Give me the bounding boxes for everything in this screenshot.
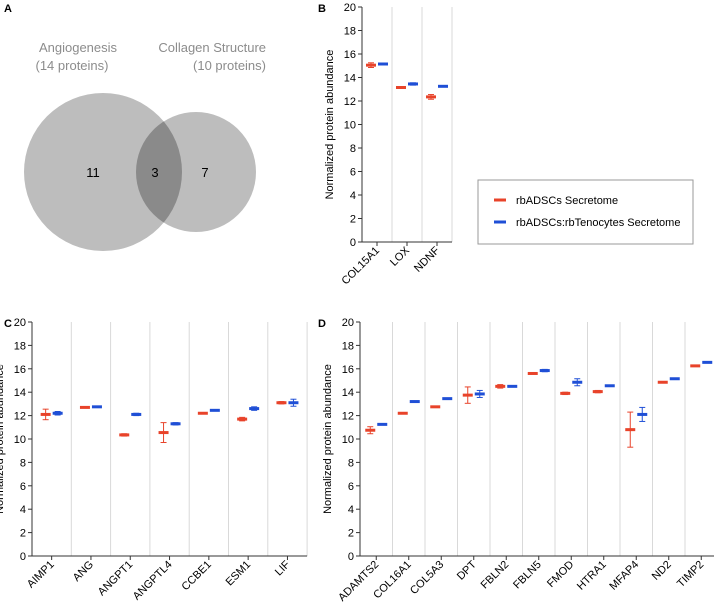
- y-axis-label: Normalized protein abundance: [0, 364, 6, 514]
- y-tick-label: 12: [344, 96, 356, 108]
- y-tick-label: 2: [20, 528, 26, 540]
- venn-overlap-count: 3: [151, 165, 158, 180]
- y-tick-label: 6: [350, 167, 356, 179]
- venn-set2-subtitle: (10 proteins): [193, 58, 266, 73]
- y-tick-label: 12: [14, 411, 26, 423]
- venn-set1-subtitle: (14 proteins): [36, 58, 109, 73]
- venn-diagram: Angiogenesis (14 proteins) Collagen Stru…: [24, 40, 266, 251]
- y-tick-label: 6: [348, 481, 354, 493]
- x-tick-label-lif: LIF: [273, 558, 293, 578]
- x-tick-label-dpt: DPT: [455, 558, 479, 582]
- y-axis-label: Normalized protein abundance: [324, 50, 336, 200]
- x-tick-label-fbln2: FBLN2: [479, 559, 512, 592]
- y-tick-label: 14: [342, 387, 354, 399]
- legend-box: [477, 179, 694, 245]
- y-tick-label: 12: [342, 411, 354, 423]
- venn-overlap: [136, 112, 182, 232]
- chart-panel-c: 0 2 4 6 8 10 12 14 16 18 20 Normalized protein abun…: [0, 317, 308, 603]
- y-tick-label: 6: [20, 481, 26, 493]
- venn-set1-only-count: 11: [86, 165, 100, 180]
- y-tick-label: 8: [20, 457, 26, 469]
- x-tick-label-fbln5: FBLN5: [511, 559, 544, 592]
- y-tick-label: 0: [350, 237, 356, 249]
- y-tick-label: 16: [342, 364, 354, 376]
- x-tick-label-aimp1: AIMP1: [25, 559, 57, 591]
- y-tick-label: 4: [350, 190, 356, 202]
- y-tick-label: 10: [14, 434, 26, 446]
- venn-set2-only-count: 7: [201, 165, 208, 180]
- y-axis-label: Normalized protein abundance: [322, 364, 334, 514]
- y-tick-label: 20: [342, 317, 354, 329]
- panel-label-b: B: [318, 3, 326, 15]
- y-tick-label: 18: [342, 340, 354, 352]
- venn-set2-name: Collagen Structure: [158, 40, 266, 55]
- x-tick-label-angptl4: ANGPTL4: [131, 559, 175, 603]
- x-tick-label-mfap4: MFAP4: [607, 559, 641, 593]
- x-tick-label-ndnf: NDNF: [412, 244, 442, 274]
- y-tick-label: 10: [344, 120, 356, 132]
- x-tick-label-col5a3: COL5A3: [408, 559, 446, 597]
- panel-label-a: A: [4, 3, 12, 15]
- y-tick-label: 18: [14, 340, 26, 352]
- venn-circle-angiogenesis: [24, 93, 182, 251]
- y-tick-label: 2: [348, 528, 354, 540]
- y-tick-label: 14: [344, 73, 356, 85]
- x-tick-label-nd2: ND2: [650, 559, 674, 583]
- y-tick-label: 16: [344, 49, 356, 61]
- x-tick-label-angpt1: ANGPT1: [96, 559, 136, 599]
- panel-label-d: D: [318, 318, 326, 330]
- y-tick-label: 18: [344, 26, 356, 38]
- panel-label-c: C: [4, 318, 12, 330]
- x-tick-label-timp2: TIMP2: [675, 559, 706, 590]
- y-tick-label: 16: [14, 364, 26, 376]
- y-tick-label: 2: [350, 214, 356, 226]
- x-tick-label-ccbe1: CCBE1: [180, 559, 214, 593]
- x-tick-label-col15a1: COL15A1: [339, 245, 382, 288]
- x-tick-label-esm1: ESM1: [224, 559, 254, 589]
- legend-label-series2: rbADSCs:rbTenocytes Secretome: [516, 217, 680, 229]
- x-tick-label-ang: ANG: [71, 559, 96, 584]
- y-tick-label: 20: [344, 2, 356, 14]
- y-tick-label: 0: [20, 551, 26, 563]
- y-tick-label: 10: [342, 434, 354, 446]
- legend-label-series1: rbADSCs Secretome: [516, 195, 618, 207]
- x-tick-label-htra1: HTRA1: [575, 559, 609, 593]
- y-tick-label: 4: [348, 504, 354, 516]
- chart-panel-b: 0 2 4 6 8 10 12 14 16 18 20 Normalized protein abun…: [324, 2, 453, 288]
- venn-set1-name: Angiogenesis: [39, 40, 118, 55]
- y-tick-label: 4: [20, 504, 26, 516]
- chart-panel-d: 0 2 4 6 8 10 12 14 16 18 20 Normalized protein abun…: [322, 317, 714, 604]
- legend: rbADSCs Secretome rbADSCs:rbTenocytes Se…: [477, 179, 694, 245]
- y-tick-label: 8: [350, 143, 356, 155]
- y-tick-label: 8: [348, 457, 354, 469]
- y-tick-label: 14: [14, 387, 26, 399]
- y-tick-label: 20: [14, 317, 26, 329]
- x-tick-label-lox: LOX: [388, 244, 413, 269]
- y-tick-label: 0: [348, 551, 354, 563]
- x-tick-label-fmod: FMOD: [545, 559, 576, 590]
